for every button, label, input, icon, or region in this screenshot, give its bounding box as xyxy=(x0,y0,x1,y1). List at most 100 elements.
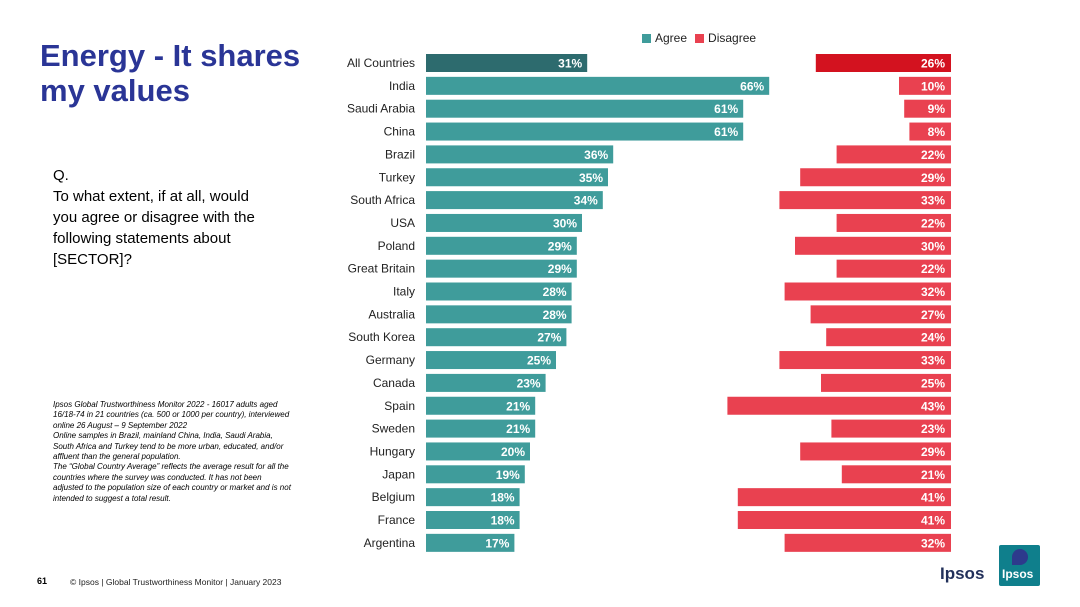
agree-bar xyxy=(426,168,608,187)
disagree-value-label: 26% xyxy=(921,57,945,71)
category-label: Belgium xyxy=(372,490,415,504)
page-title: Energy - It shares my values xyxy=(40,38,340,108)
category-label: Spain xyxy=(384,399,415,413)
disagree-bar xyxy=(836,259,951,278)
agree-value-label: 31% xyxy=(558,57,582,71)
agree-value-label: 23% xyxy=(517,376,541,390)
legend-item-disagree: Disagree xyxy=(695,31,756,45)
disagree-value-label: 33% xyxy=(921,354,945,368)
disagree-value-label: 10% xyxy=(921,79,945,93)
agree-value-label: 20% xyxy=(501,445,525,459)
agree-bar xyxy=(426,213,582,232)
agree-value-label: 61% xyxy=(714,125,738,139)
disagree-bar xyxy=(836,213,951,232)
disagree-bar xyxy=(737,488,951,507)
disagree-value-label: 29% xyxy=(921,445,945,459)
category-label: China xyxy=(384,125,416,139)
agree-bar xyxy=(426,328,567,347)
disagree-bar xyxy=(826,328,951,347)
note-line: 16/18-74 in 21 countries (ca. 500 or 100… xyxy=(53,410,290,420)
disagree-bar xyxy=(810,305,951,324)
note-line: adjusted to the population size of each … xyxy=(53,483,291,493)
disagree-bar xyxy=(727,396,951,415)
agree-bar xyxy=(426,259,577,278)
agree-value-label: 28% xyxy=(543,308,567,322)
category-label: Canada xyxy=(373,376,415,390)
category-label: South Africa xyxy=(350,193,415,207)
agree-value-label: 19% xyxy=(496,468,520,482)
disagree-value-label: 41% xyxy=(921,491,945,505)
agree-bar xyxy=(426,419,536,438)
disagree-value-label: 33% xyxy=(921,194,945,208)
disagree-value-label: 32% xyxy=(921,285,945,299)
agree-bar xyxy=(426,99,744,118)
note-line: The “Global Country Average” reflects th… xyxy=(53,462,289,472)
disagree-bar xyxy=(899,76,951,95)
disagree-value-label: 32% xyxy=(921,536,945,550)
agree-value-label: 18% xyxy=(491,491,515,505)
category-label: Hungary xyxy=(370,444,415,458)
title-line-1: Energy - It shares xyxy=(40,38,301,73)
question-line: Q. xyxy=(53,167,69,184)
agree-bar xyxy=(426,236,577,255)
agree-value-label: 29% xyxy=(548,262,572,276)
category-label: Germany xyxy=(366,353,415,367)
agree-bar xyxy=(426,396,536,415)
disagree-value-label: 43% xyxy=(921,399,945,413)
logo-box-text: Ipsos xyxy=(1002,567,1034,581)
agree-value-label: 21% xyxy=(506,399,530,413)
disagree-bar xyxy=(836,145,951,164)
agree-value-label: 61% xyxy=(714,102,738,116)
agree-bar xyxy=(426,373,546,392)
disagree-bar xyxy=(784,282,951,301)
footer-copyright: © Ipsos | Global Trustworthiness Monitor… xyxy=(70,577,282,587)
disagree-bar xyxy=(784,533,951,552)
legend-label-agree: Agree xyxy=(655,31,688,45)
ipsos-wordmark: Ipsos xyxy=(940,564,985,583)
disagree-bar xyxy=(737,511,951,529)
agree-bar xyxy=(426,351,556,370)
agree-value-label: 21% xyxy=(506,422,530,436)
note-line: online 26 August – 9 September 2022 xyxy=(53,420,188,430)
agree-bar xyxy=(426,145,614,164)
legend-item-agree: Agree xyxy=(642,31,687,45)
category-label: Italy xyxy=(393,285,415,299)
agree-value-label: 36% xyxy=(584,148,608,162)
disagree-bar xyxy=(821,373,951,392)
category-label: Turkey xyxy=(379,170,415,184)
question-line: following statements about xyxy=(53,230,231,247)
agree-value-label: 28% xyxy=(543,285,567,299)
disagree-value-label: 27% xyxy=(921,308,945,322)
category-label: Poland xyxy=(378,239,415,253)
category-label: Brazil xyxy=(385,147,415,161)
question-line: [SECTOR]? xyxy=(53,251,132,268)
note-line: countries where the survey was conducted… xyxy=(53,472,262,482)
agree-bar xyxy=(426,191,603,210)
disagree-value-label: 30% xyxy=(921,239,945,253)
agree-value-label: 27% xyxy=(537,331,561,345)
category-label: Great Britain xyxy=(348,262,415,276)
category-label: South Korea xyxy=(348,330,415,344)
category-label: All Countries xyxy=(347,56,415,70)
disagree-bar xyxy=(831,419,951,438)
category-label: France xyxy=(378,513,416,527)
disagree-value-label: 22% xyxy=(921,148,945,162)
logo-bubble-icon xyxy=(1012,549,1028,565)
agree-value-label: 29% xyxy=(548,239,572,253)
disagree-value-label: 25% xyxy=(921,376,945,390)
question-line: you agree or disagree with the xyxy=(53,209,255,226)
disagree-value-label: 41% xyxy=(921,514,945,528)
category-label: Australia xyxy=(368,307,415,321)
disagree-value-label: 9% xyxy=(928,102,946,116)
question-line: To what extent, if at all, would xyxy=(53,188,249,205)
agree-value-label: 34% xyxy=(574,194,598,208)
disagree-bar xyxy=(779,191,951,210)
disagree-value-label: 22% xyxy=(921,262,945,276)
agree-bar xyxy=(426,54,588,72)
ipsos-logo-icon: Ipsos xyxy=(999,545,1040,586)
methodology-notes: Ipsos Global Trustworthiness Monitor 202… xyxy=(53,400,328,504)
page-number: 61 xyxy=(37,576,48,586)
note-line: affluent than the general population. xyxy=(53,452,181,462)
disagree-value-label: 22% xyxy=(921,216,945,230)
